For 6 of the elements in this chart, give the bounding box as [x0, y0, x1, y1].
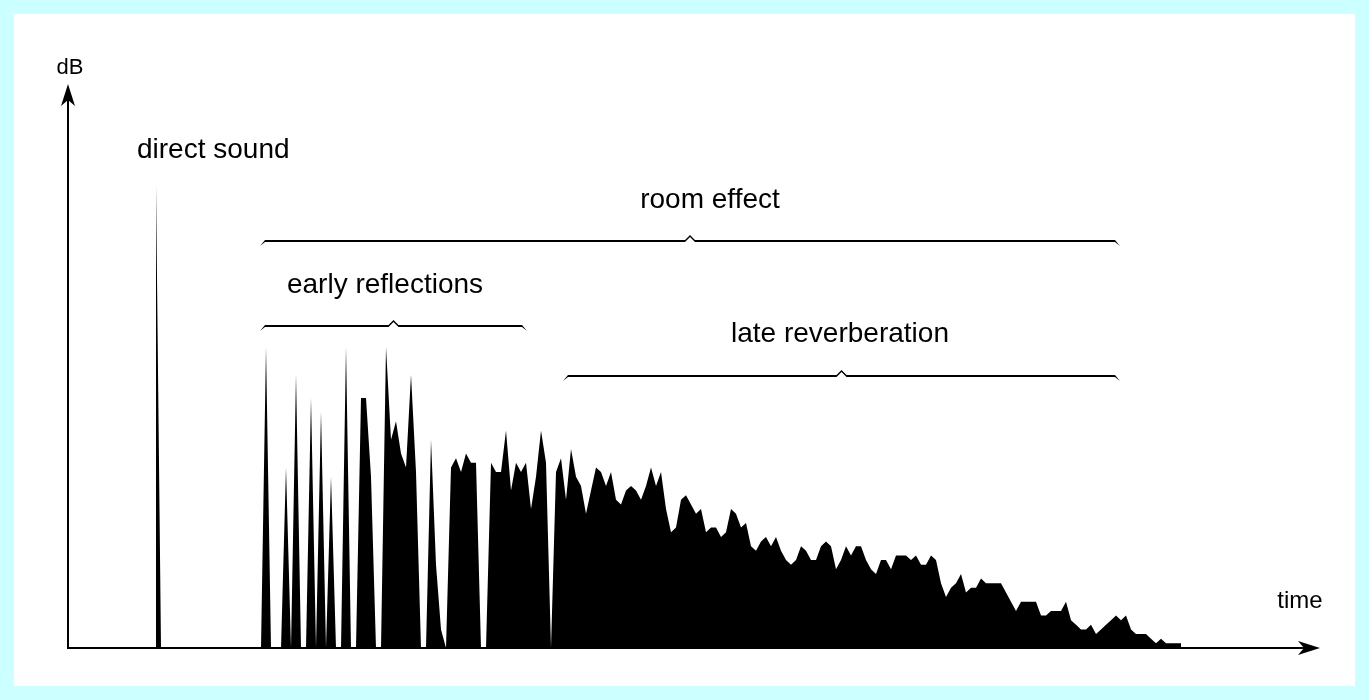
annotation: room effect	[640, 183, 780, 214]
text: dB	[56, 54, 84, 79]
annotation: late reverberation	[731, 317, 949, 348]
text: direct sound	[137, 133, 290, 164]
x-axis-title: time	[1277, 586, 1323, 613]
annotation: early reflections	[286, 268, 484, 299]
